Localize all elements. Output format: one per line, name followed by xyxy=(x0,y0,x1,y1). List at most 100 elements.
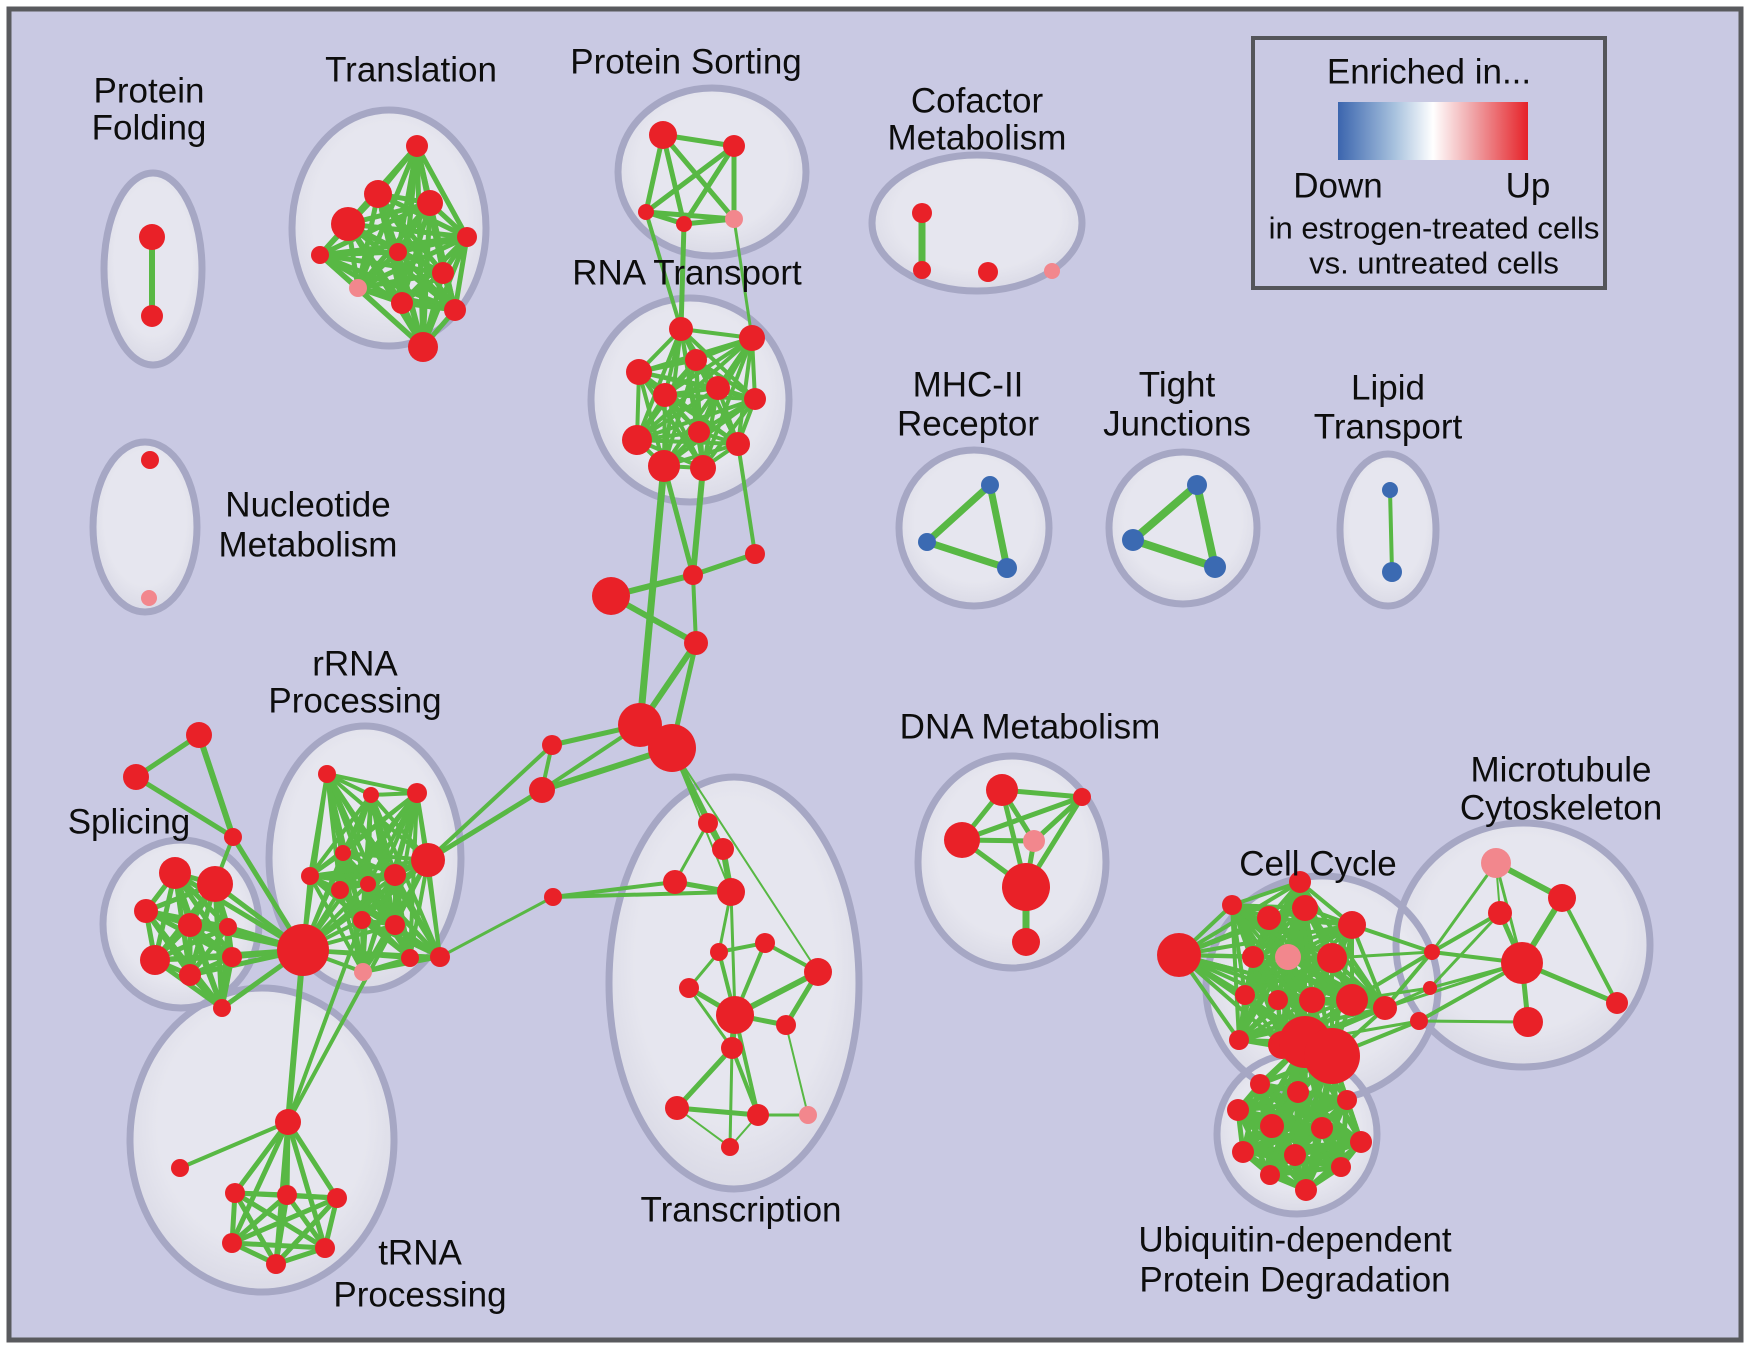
edge-ps5-rt2 xyxy=(732,217,754,340)
node-hub1 xyxy=(618,703,662,747)
cluster-label-lipid-transport: Transport xyxy=(1314,408,1463,447)
cluster-label-mhc-ii-receptor: MHC-II xyxy=(913,366,1024,405)
edge-tx12-tx13 xyxy=(674,1105,761,1118)
cluster-label-cell-cycle: Cell Cycle xyxy=(1239,845,1397,884)
node-rt12 xyxy=(690,455,716,481)
edge-tx10-tx13 xyxy=(730,1046,760,1117)
node-cc5 xyxy=(1242,946,1264,968)
edge-rr1-rr3 xyxy=(325,772,419,795)
edge-mt2-mt6 xyxy=(1560,896,1619,1005)
node-ub8 xyxy=(1232,1141,1254,1163)
edge-cc13-cc17 xyxy=(1230,903,1284,1047)
node-hub3 xyxy=(277,924,329,976)
node-tn7 xyxy=(315,1238,335,1258)
edge-tn4-tn7 xyxy=(284,1192,328,1251)
node-tg3 xyxy=(224,828,242,846)
cluster-label-cofactor-metabolism: Metabolism xyxy=(888,119,1067,158)
node-cc16 xyxy=(1373,996,1397,1020)
node-dm2 xyxy=(1073,788,1091,806)
node-ub11 xyxy=(1331,1157,1351,1177)
cluster-outline-protein-folding xyxy=(100,169,206,369)
edge-rt10-fx2 xyxy=(736,442,757,556)
node-tx7 xyxy=(679,978,699,998)
node-rt4 xyxy=(626,359,652,385)
edge-tr5-tr12 xyxy=(452,234,470,313)
node-fx5 xyxy=(542,735,562,755)
node-rt8 xyxy=(688,421,710,443)
edge-tn4-tn6 xyxy=(229,1192,290,1246)
edge-rt9-rt10 xyxy=(635,438,740,446)
edge-tx4-tx9 xyxy=(729,890,737,1017)
edge-mtc1-mt3 xyxy=(1430,911,1502,954)
node-tj3 xyxy=(1204,556,1226,578)
node-tr10 xyxy=(408,332,438,362)
node-ub5 xyxy=(1260,1114,1284,1138)
node-ps4 xyxy=(676,216,692,232)
node-hub2 xyxy=(648,724,696,772)
node-rt11 xyxy=(648,450,680,482)
node-rt3 xyxy=(685,349,707,371)
edge-tn5-tn8 xyxy=(273,1195,340,1267)
edge-tr1-tr5 xyxy=(414,143,470,240)
node-rr5 xyxy=(301,867,319,885)
node-tr9 xyxy=(391,292,413,314)
node-ub4 xyxy=(1227,1099,1249,1121)
node-ub1 xyxy=(1250,1074,1270,1094)
node-dm4 xyxy=(1023,830,1045,852)
cluster-lipid-transport xyxy=(1340,454,1436,606)
node-ps2 xyxy=(723,135,745,157)
node-lp2 xyxy=(1382,562,1402,582)
node-cc10 xyxy=(1299,987,1325,1013)
edge-tx7-tx10 xyxy=(687,986,734,1050)
edge-tj1-tj2 xyxy=(1129,481,1201,544)
node-sp5 xyxy=(219,918,237,936)
edge-tr7-tr11 xyxy=(317,252,446,276)
edge-tr11-tr12 xyxy=(317,252,458,313)
cluster-outline-transcription xyxy=(605,773,863,1193)
node-rt1 xyxy=(669,317,693,341)
cluster-label-dna-metabolism: DNA Metabolism xyxy=(900,708,1161,747)
cluster-outline-cofactor-metabolism xyxy=(868,151,1086,295)
cluster-label-trna-processing: tRNA xyxy=(378,1234,462,1273)
node-ub3 xyxy=(1337,1090,1357,1110)
node-cf2 xyxy=(913,261,931,279)
node-ub9 xyxy=(1284,1144,1306,1166)
node-pf1 xyxy=(139,224,165,250)
node-mt1 xyxy=(1481,848,1511,878)
edge-ps2-ps3 xyxy=(643,143,737,215)
node-sp3 xyxy=(134,899,158,923)
node-ps1 xyxy=(649,121,677,149)
node-fx4 xyxy=(684,631,708,655)
node-tx13 xyxy=(747,1104,769,1126)
node-cf1 xyxy=(912,203,932,223)
legend-up-label: Up xyxy=(1506,167,1551,206)
cluster-outline-trna-processing xyxy=(126,984,398,1296)
node-tr11 xyxy=(311,246,329,264)
node-tr8 xyxy=(349,279,367,297)
cluster-nucleotide-metabolism xyxy=(93,442,197,612)
edge-rr2-rr5 xyxy=(308,793,373,878)
cluster-label-tight-junctions: Tight xyxy=(1139,366,1216,405)
cluster-outline-rna-transport xyxy=(587,294,793,506)
node-rr1 xyxy=(318,765,336,783)
node-nm2 xyxy=(141,590,157,606)
node-cc4 xyxy=(1338,911,1366,939)
edge-sp1-sp8 xyxy=(172,870,235,960)
node-sp2 xyxy=(197,866,233,902)
node-dm5 xyxy=(1002,863,1050,911)
node-fx1 xyxy=(683,565,703,585)
cluster-label-microtubule-cytoskeleton: Microtubule xyxy=(1471,751,1652,790)
edge-dm2-dm3 xyxy=(959,794,1085,843)
node-rr10 xyxy=(353,911,371,929)
node-mh1 xyxy=(981,476,999,494)
node-txf xyxy=(544,888,562,906)
edge-mh1-mh2 xyxy=(923,481,994,546)
node-ps5 xyxy=(725,210,743,228)
cluster-label-protein-folding: Protein xyxy=(94,72,205,111)
node-rr8 xyxy=(384,864,406,886)
cluster-label-protein-sorting: Protein Sorting xyxy=(570,43,802,82)
node-tx12 xyxy=(665,1096,689,1120)
